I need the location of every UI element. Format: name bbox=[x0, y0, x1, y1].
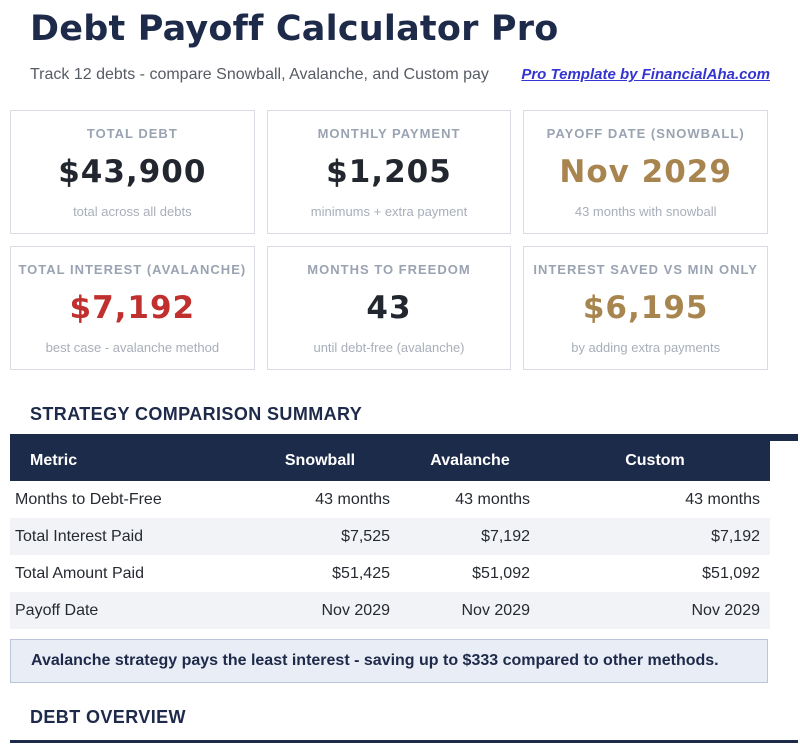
stat-card-total-debt: TOTAL DEBT $43,900 total across all debt… bbox=[10, 110, 255, 234]
table-row: Payoff Date Nov 2029 Nov 2029 Nov 2029 bbox=[10, 592, 770, 629]
avalanche-callout: Avalanche strategy pays the least intere… bbox=[10, 639, 768, 683]
stat-card-payoff-date: PAYOFF DATE (SNOWBALL) Nov 2029 43 month… bbox=[523, 110, 768, 234]
cell-snowball: $7,525 bbox=[341, 527, 390, 545]
cell-avalanche: 43 months bbox=[455, 490, 530, 508]
stat-card-subtext: until debt-free (avalanche) bbox=[313, 340, 465, 355]
comparison-table: Metric Snowball Avalanche Custom Months … bbox=[10, 441, 770, 629]
stat-cards-grid: TOTAL DEBT $43,900 total across all debt… bbox=[10, 110, 768, 370]
stat-card-label: MONTHLY PAYMENT bbox=[317, 126, 461, 141]
page-title: Debt Payoff Calculator Pro bbox=[30, 9, 559, 49]
cell-metric: Total Amount Paid bbox=[15, 564, 144, 582]
cell-snowball: Nov 2029 bbox=[321, 601, 391, 619]
debt-payoff-page: Debt Payoff Calculator Pro Track 12 debt… bbox=[0, 8, 800, 755]
table-row: Total Interest Paid $7,525 $7,192 $7,192 bbox=[10, 518, 770, 555]
column-header-custom: Custom bbox=[540, 441, 770, 481]
strategy-comparison-heading: STRATEGY COMPARISON SUMMARY bbox=[30, 404, 363, 424]
stat-card-subtext: 43 months with snowball bbox=[574, 204, 717, 219]
cell-avalanche: Nov 2029 bbox=[461, 601, 531, 619]
table-row: Total Amount Paid $51,425 $51,092 $51,09… bbox=[10, 555, 770, 592]
stat-card-label: PAYOFF DATE (SNOWBALL) bbox=[546, 126, 745, 141]
cell-metric: Total Interest Paid bbox=[15, 527, 144, 545]
cell-snowball: 43 months bbox=[315, 490, 390, 508]
stat-card-label: TOTAL DEBT bbox=[86, 126, 178, 141]
stat-card-label: MONTHS TO FREEDOM bbox=[307, 262, 471, 277]
stat-card-value: $1,205 bbox=[326, 154, 452, 190]
stat-card-value: Nov 2029 bbox=[559, 154, 732, 190]
cell-snowball: $51,425 bbox=[332, 564, 390, 582]
cell-custom: $7,192 bbox=[711, 527, 760, 545]
pro-template-link[interactable]: Pro Template by FinancialAha.com bbox=[507, 66, 770, 83]
table-header-row: Metric Snowball Avalanche Custom bbox=[10, 441, 770, 481]
stat-card-label: TOTAL INTEREST (AVALANCHE) bbox=[18, 262, 247, 277]
cell-metric: Payoff Date bbox=[15, 601, 99, 619]
stat-card-value: 43 bbox=[366, 290, 412, 326]
section-divider bbox=[10, 740, 798, 743]
stat-card-interest-saved: INTEREST SAVED VS MIN ONLY $6,195 by add… bbox=[523, 246, 768, 370]
stat-card-total-interest: TOTAL INTEREST (AVALANCHE) $7,192 best c… bbox=[10, 246, 255, 370]
comparison-table-wrapper: Metric Snowball Avalanche Custom Months … bbox=[10, 434, 798, 629]
stat-card-months-to-freedom: MONTHS TO FREEDOM 43 until debt-free (av… bbox=[266, 246, 512, 370]
stat-card-value: $6,195 bbox=[582, 290, 709, 326]
debt-overview-heading: DEBT OVERVIEW bbox=[30, 707, 186, 727]
cell-avalanche: $7,192 bbox=[481, 527, 530, 545]
column-header-snowball: Snowball bbox=[240, 441, 400, 481]
stat-card-subtext: best case - avalanche method bbox=[45, 340, 220, 355]
page-subtitle: Track 12 debts - compare Snowball, Avala… bbox=[30, 66, 489, 83]
cell-metric: Months to Debt-Free bbox=[15, 490, 162, 508]
table-row: Months to Debt-Free 43 months 43 months … bbox=[10, 481, 770, 518]
stat-card-monthly-payment: MONTHLY PAYMENT $1,205 minimums + extra … bbox=[266, 110, 512, 234]
cell-custom: $51,092 bbox=[702, 564, 760, 582]
cell-custom: Nov 2029 bbox=[691, 601, 761, 619]
header-subrow: Track 12 debts - compare Snowball, Avala… bbox=[30, 66, 770, 88]
column-header-metric: Metric bbox=[10, 441, 240, 481]
stat-card-subtext: by adding extra payments bbox=[571, 340, 721, 355]
stat-card-value: $43,900 bbox=[58, 154, 207, 190]
stat-card-subtext: total across all debts bbox=[73, 204, 192, 219]
cell-custom: 43 months bbox=[685, 490, 760, 508]
stat-card-subtext: minimums + extra payment bbox=[310, 204, 468, 219]
stat-card-value: $7,192 bbox=[69, 290, 196, 326]
cell-avalanche: $51,092 bbox=[472, 564, 530, 582]
stat-card-label: INTEREST SAVED VS MIN ONLY bbox=[533, 262, 758, 277]
column-header-avalanche: Avalanche bbox=[400, 441, 540, 481]
